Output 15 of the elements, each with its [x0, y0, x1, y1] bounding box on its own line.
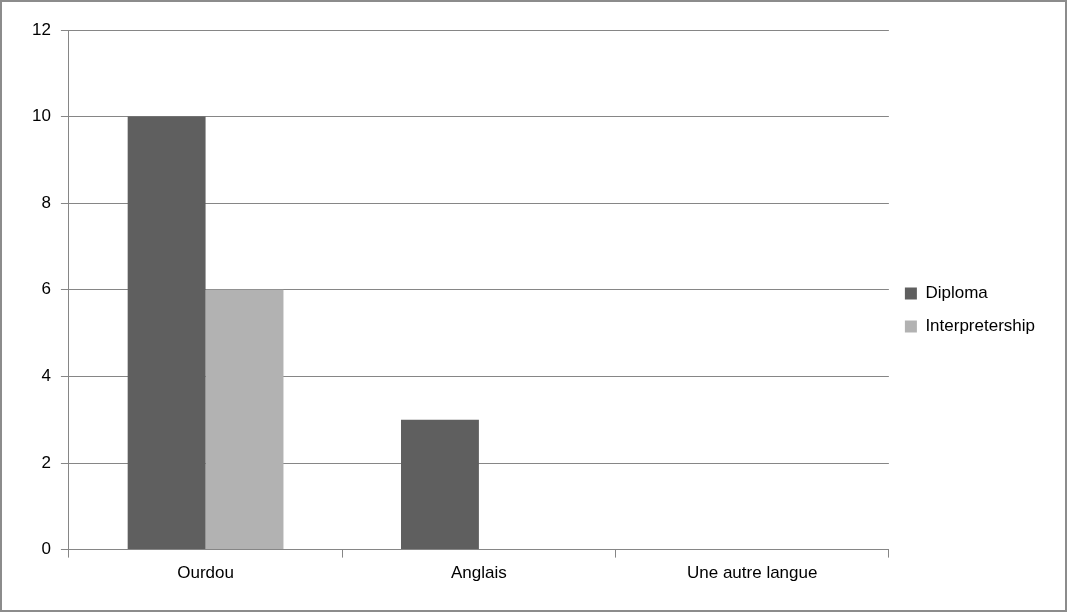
- y-tick-label: 4: [41, 366, 51, 386]
- x-tick-label: Anglais: [451, 563, 507, 583]
- x-tick-label: Une autre langue: [687, 563, 818, 583]
- y-tick-label: 2: [41, 452, 51, 472]
- y-tick-label: 12: [31, 19, 51, 39]
- y-tick-label: 8: [41, 192, 51, 212]
- bar: [205, 289, 284, 550]
- bar: [401, 419, 479, 550]
- bar: [127, 116, 206, 550]
- y-tick-label: 0: [41, 539, 51, 559]
- x-tick-label: Ourdou: [177, 563, 234, 583]
- legend-label: Interpretership: [925, 316, 1036, 336]
- legend-label: Diploma: [925, 283, 989, 303]
- y-tick-label: 10: [31, 106, 51, 126]
- y-tick-label: 6: [41, 279, 51, 299]
